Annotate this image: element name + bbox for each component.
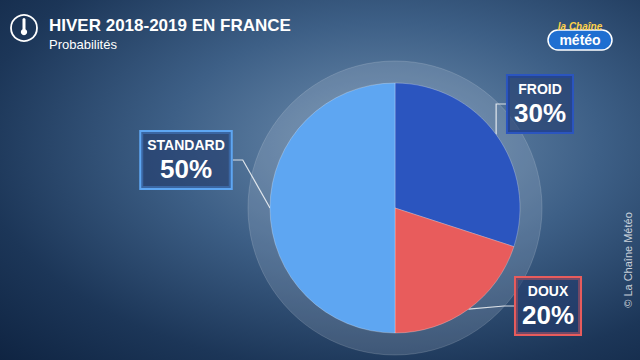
svg-text:la Chaîne: la Chaîne [558,21,603,32]
svg-text:DOUX: DOUX [528,283,569,299]
svg-text:© La Chaîne Météo: © La Chaîne Météo [622,212,634,308]
svg-text:Probabilités: Probabilités [49,37,117,52]
svg-text:météo: météo [559,32,600,48]
svg-text:30%: 30% [514,98,566,128]
svg-text:FROID: FROID [518,81,562,97]
svg-text:50%: 50% [160,154,212,184]
svg-text:20%: 20% [522,300,574,330]
svg-text:STANDARD: STANDARD [147,137,225,153]
svg-text:HIVER 2018-2019 EN FRANCE: HIVER 2018-2019 EN FRANCE [49,16,291,35]
